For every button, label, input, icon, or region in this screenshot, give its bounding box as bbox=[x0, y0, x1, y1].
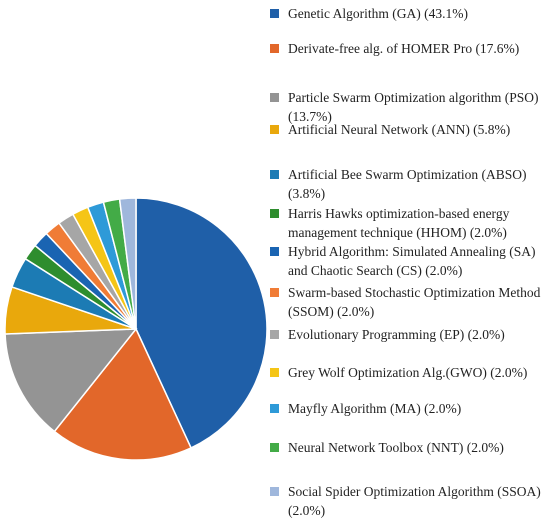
legend-item: Particle Swarm Optimization algorithm (P… bbox=[270, 88, 550, 126]
legend-item: Hybrid Algorithm: Simulated Annealing (S… bbox=[270, 242, 550, 280]
legend-swatch bbox=[270, 170, 279, 179]
legend-item: Harris Hawks optimization-based energy m… bbox=[270, 204, 550, 242]
legend-label: Artificial Neural Network (ANN) (5.8%) bbox=[288, 122, 511, 137]
legend-label: Harris Hawks optimization-based energy m… bbox=[288, 206, 510, 240]
legend-swatch bbox=[270, 330, 279, 339]
legend-label: Social Spider Optimization Algorithm (SS… bbox=[288, 484, 541, 518]
pie-slice-13 bbox=[118, 197, 137, 330]
legend-swatch bbox=[270, 9, 279, 18]
legend-item: Swarm-based Stochastic Optimization Meth… bbox=[270, 283, 550, 321]
legend-label: Swarm-based Stochastic Optimization Meth… bbox=[288, 285, 541, 319]
legend-swatch bbox=[270, 247, 279, 256]
legend-item: Artificial Bee Swarm Optimization (ABSO)… bbox=[270, 165, 550, 203]
legend-item: Derivate-free alg. of HOMER Pro (17.6%) bbox=[270, 39, 550, 58]
legend-item: Genetic Algorithm (GA) (43.1%) bbox=[270, 4, 550, 23]
legend-label: Artificial Bee Swarm Optimization (ABSO)… bbox=[288, 167, 527, 201]
legend-item: Social Spider Optimization Algorithm (SS… bbox=[270, 482, 550, 520]
legend-swatch bbox=[270, 209, 279, 218]
legend-item: Grey Wolf Optimization Alg.(GWO) (2.0%) bbox=[270, 363, 550, 382]
legend-swatch bbox=[270, 93, 279, 102]
legend-label: Grey Wolf Optimization Alg.(GWO) (2.0%) bbox=[288, 365, 528, 380]
legend-swatch bbox=[270, 404, 279, 413]
legend-swatch bbox=[270, 368, 279, 377]
legend-swatch bbox=[270, 288, 279, 297]
legend-label: Mayfly Algorithm (MA) (2.0%) bbox=[288, 401, 462, 416]
legend-label: Hybrid Algorithm: Simulated Annealing (S… bbox=[288, 244, 536, 278]
legend-label: Derivate-free alg. of HOMER Pro (17.6%) bbox=[288, 41, 520, 56]
pie-slice-2 bbox=[53, 327, 193, 461]
legend-item: Artificial Neural Network (ANN) (5.8%) bbox=[270, 120, 550, 139]
legend-item: Neural Network Toolbox (NNT) (2.0%) bbox=[270, 438, 550, 457]
pie-slice-1 bbox=[135, 197, 268, 449]
legend-swatch bbox=[270, 487, 279, 496]
legend-label: Genetic Algorithm (GA) (43.1%) bbox=[288, 6, 468, 21]
legend-label: Evolutionary Programming (EP) (2.0%) bbox=[288, 327, 505, 342]
pie-slices bbox=[4, 197, 268, 461]
legend-label: Particle Swarm Optimization algorithm (P… bbox=[288, 90, 539, 124]
pie-slice-3 bbox=[4, 328, 138, 433]
legend-item: Mayfly Algorithm (MA) (2.0%) bbox=[270, 399, 550, 418]
legend-swatch bbox=[270, 125, 279, 134]
legend-label: Neural Network Toolbox (NNT) (2.0%) bbox=[288, 440, 504, 455]
legend-swatch bbox=[270, 443, 279, 452]
legend-item: Evolutionary Programming (EP) (2.0%) bbox=[270, 325, 550, 344]
legend-swatch bbox=[270, 44, 279, 53]
